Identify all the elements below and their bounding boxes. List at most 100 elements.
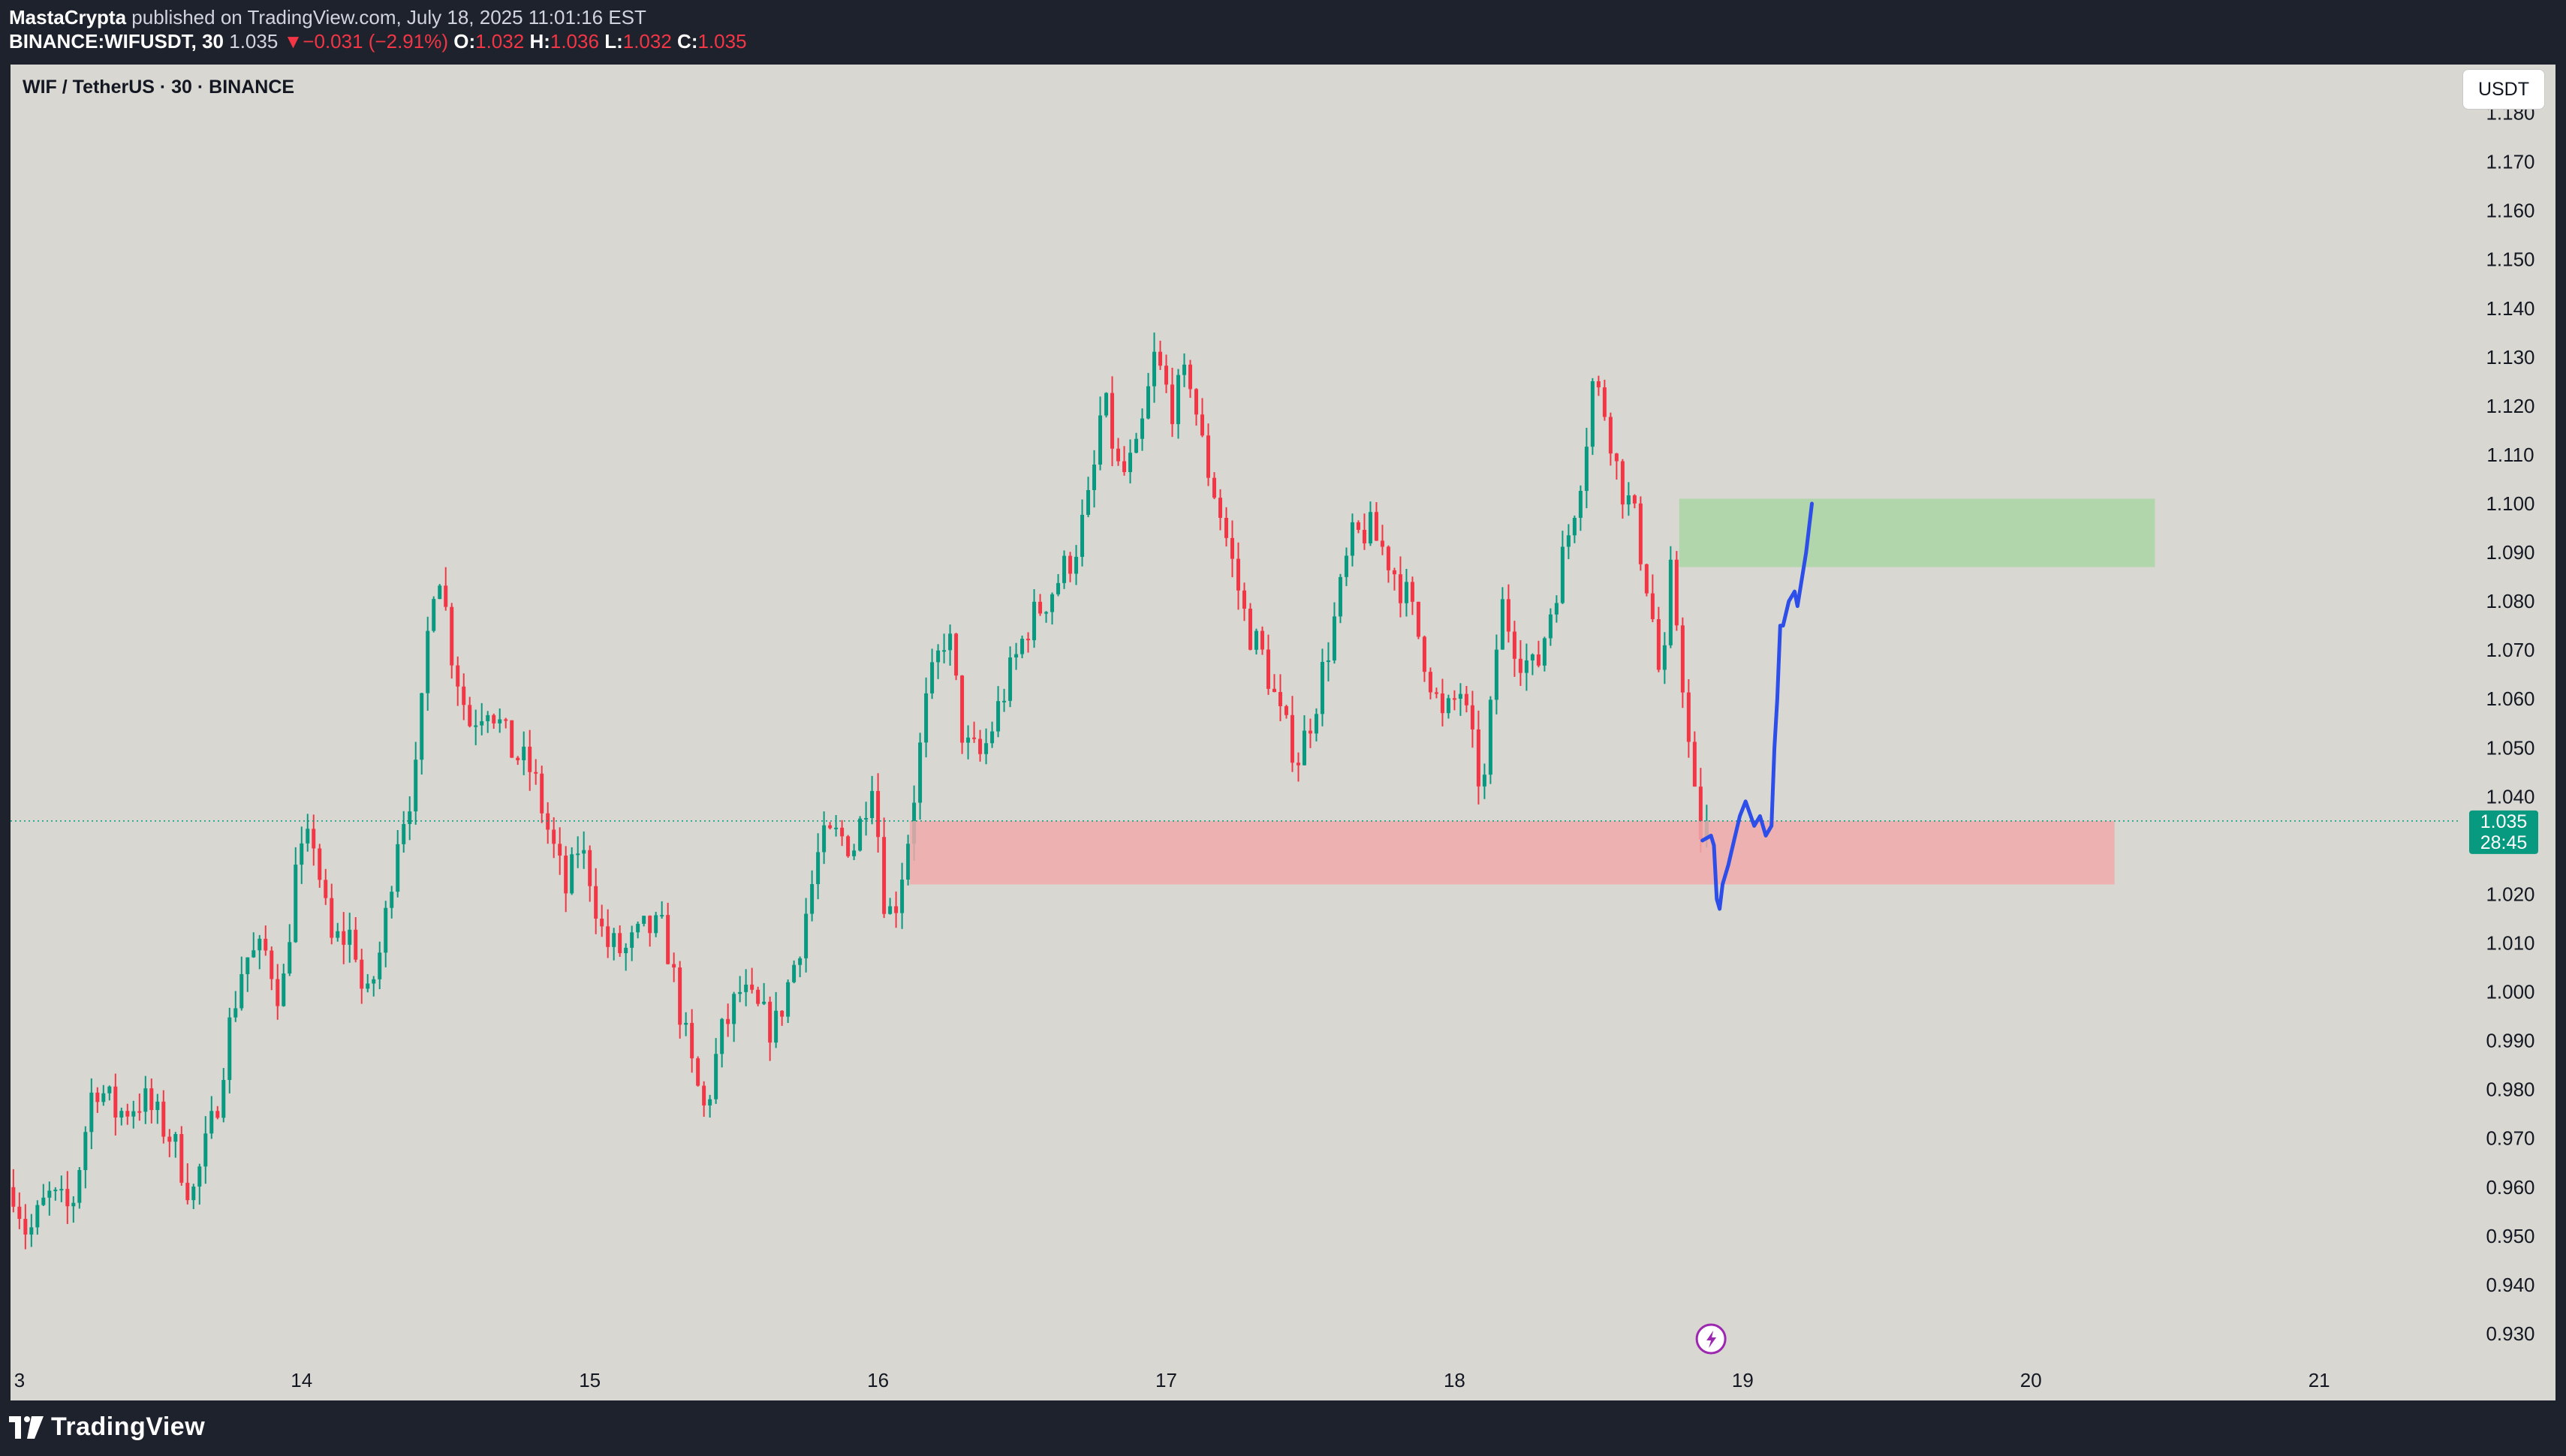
candle [35,1200,40,1235]
candle-body [179,1134,184,1183]
candle-body [582,850,586,854]
candle [780,1010,785,1026]
candle-body [648,916,652,934]
price-tick-label: 1.090 [2486,541,2534,564]
candle-body [1296,763,1300,766]
candle [600,904,604,937]
footer-bar: TradingView [0,1400,2566,1456]
candle [822,811,827,865]
candle [1296,752,1300,782]
candle-body [462,686,466,705]
candle [1284,705,1288,719]
candle-body [468,705,472,726]
candle-body [71,1202,76,1207]
candle [1464,685,1468,713]
candle-body [11,1187,16,1207]
candle [101,1084,106,1106]
candle-body [1038,601,1043,614]
candle [576,836,580,868]
chart-svg[interactable]: 1.1801.1701.1601.1501.1401.1301.1201.110… [11,65,2555,1400]
tradingview-brand[interactable]: TradingView [9,1412,205,1442]
candle [462,673,466,720]
candle [876,773,881,853]
candle-body [456,665,460,687]
candle [756,986,760,1006]
candle-body [948,633,953,651]
candle-body [1446,698,1450,714]
candle-body [1512,631,1516,659]
price-tick-label: 1.140 [2486,297,2534,320]
price-tick-label: 0.950 [2486,1225,2534,1247]
legend-title[interactable]: WIF / TetherUS · 30 · BINANCE [23,77,295,98]
candle-body [1650,593,1655,619]
chart-pane[interactable]: 1.180 1.170 1.160 1.150 1.140 1.130 1.120 1.110… [11,65,2555,1400]
author-name[interactable]: MastaCrypta [9,6,127,29]
candle [1440,678,1444,726]
candle-body [143,1088,148,1112]
candle-body [1308,730,1312,734]
candle [1326,642,1330,681]
candle [792,960,797,984]
candle [245,957,250,992]
candle-body [342,931,346,945]
candle-body [1140,418,1145,439]
candle [47,1181,52,1216]
candle-body [750,984,754,990]
candle [1200,398,1205,438]
candle [239,956,244,1011]
candle [1548,608,1553,646]
candle [858,816,863,852]
candle-body [1134,438,1139,453]
currency-button[interactable]: USDT [2462,69,2545,110]
candle [1482,763,1486,799]
candle-body [239,973,244,1009]
candle-body [828,825,833,829]
candle [948,624,953,666]
candle-body [1668,559,1673,645]
candle-body [77,1170,82,1203]
candle [119,1107,124,1126]
candle [1248,603,1252,651]
price-tick-label: 0.940 [2486,1274,2534,1296]
high-value: 1.036 [550,30,599,53]
candle-body [768,1001,773,1043]
candle-body [1188,364,1193,390]
candle-body [1314,714,1318,734]
candle-body [744,984,748,992]
candle-body [1176,375,1181,425]
candle [444,567,448,611]
candle [149,1078,154,1124]
candle [534,759,538,785]
candle [1410,576,1414,615]
time-tick-label: 17 [1155,1369,1177,1391]
candle [1170,367,1175,438]
candle-body [540,773,544,814]
candle-body [1230,537,1234,559]
candle [1488,696,1492,784]
candle-body [570,854,574,894]
candle [95,1087,100,1113]
candle-body [35,1205,40,1228]
candle [846,835,851,858]
candle-body [792,964,797,982]
candle [1596,375,1601,396]
candle-body [846,836,851,856]
candle [1632,494,1637,509]
price-tick-label: 1.150 [2486,248,2534,271]
candle-body [774,1010,779,1043]
candle-body [420,693,424,760]
candle-body [1002,700,1007,702]
symbol-label: BINANCE:WIFUSDT, 30 [9,30,224,53]
tradingview-logo-icon [9,1415,44,1439]
candle-body [1056,582,1061,594]
symbol-ohlc-line: BINANCE:WIFUSDT, 30 1.035 ▼−0.031 (−2.91… [9,30,747,53]
candle-body [972,737,977,739]
candle-body [119,1111,124,1118]
time-tick-label: 3 [14,1369,25,1391]
lightning-icon[interactable] [1695,1323,1727,1355]
candle-body [414,760,418,812]
candle-body [215,1111,220,1118]
candle-body [29,1227,34,1235]
candle [594,868,598,934]
candle [270,946,274,991]
